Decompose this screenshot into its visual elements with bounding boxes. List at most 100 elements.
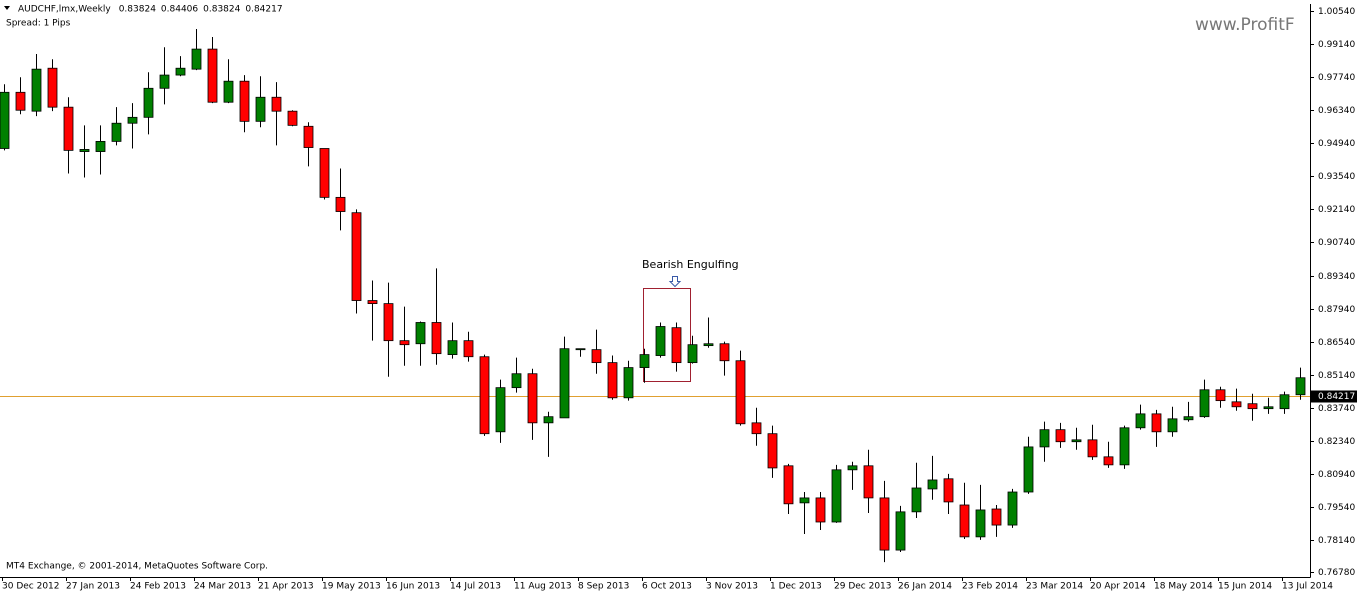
candle-body	[415, 322, 426, 345]
y-tick-label: 0.79540	[1318, 503, 1355, 513]
candle-body	[1183, 416, 1194, 421]
candle-body	[159, 74, 170, 89]
candle-body	[959, 504, 970, 538]
candle-body	[479, 356, 490, 435]
header-value: 0.83824	[203, 5, 240, 15]
price-label: 0.84217	[1318, 392, 1355, 402]
candle-body	[79, 149, 90, 152]
symbol: AUDCHF,lmx,Weekly	[18, 5, 111, 15]
candle-body	[463, 340, 474, 358]
candle-body	[1007, 491, 1018, 526]
candle-body	[1135, 413, 1146, 429]
y-tick-label: 0.80940	[1318, 470, 1355, 480]
candle-body	[975, 509, 986, 538]
candle-body	[1263, 406, 1274, 410]
candle-body	[703, 343, 714, 347]
x-tick-label: 21 Apr 2013	[258, 582, 314, 592]
candle-body	[239, 80, 250, 122]
header-value: 0.84406	[161, 5, 198, 15]
y-tick-label: 0.87940	[1318, 305, 1355, 315]
candle-body	[111, 122, 122, 142]
x-tick-label: 19 May 2013	[322, 582, 381, 592]
candle-body	[319, 148, 330, 198]
candle-body	[831, 469, 842, 523]
header-value: 0.83824	[119, 5, 156, 15]
candle-body	[1167, 418, 1178, 433]
candle-body	[927, 479, 938, 490]
x-tick-label: 23 Mar 2014	[1026, 582, 1083, 592]
x-tick-label: 23 Feb 2014	[962, 582, 1018, 592]
x-tick-label: 6 Oct 2013	[642, 582, 692, 592]
candle-body	[431, 322, 442, 355]
candle-body	[623, 367, 634, 399]
candle-body	[1087, 439, 1098, 458]
watermark: www.ProfitF	[1195, 15, 1295, 35]
candle-body	[255, 96, 266, 122]
x-tick-label: 3 Nov 2013	[706, 582, 758, 592]
y-tick-label: 0.85140	[1318, 371, 1355, 381]
candle-body	[399, 340, 410, 346]
candle-body	[911, 487, 922, 513]
candle-body	[1103, 456, 1114, 466]
candle-body	[1119, 427, 1130, 466]
candle-body	[655, 326, 666, 356]
y-tick-label: 0.93540	[1318, 172, 1355, 182]
candle-body	[991, 508, 1002, 526]
y-tick-label: 0.76780	[1318, 568, 1355, 578]
candle-body	[559, 348, 570, 419]
candle-body	[47, 67, 58, 108]
candle-body	[847, 465, 858, 471]
candle-body	[815, 497, 826, 523]
annotation: Bearish Engulfing	[642, 258, 739, 271]
candle-body	[751, 422, 762, 435]
candle-body	[495, 387, 506, 433]
x-tick-label: 29 Dec 2013	[834, 582, 892, 592]
x-tick-label: 24 Mar 2013	[194, 582, 251, 592]
candle-body	[143, 87, 154, 118]
x-tick-label: 27 Jan 2013	[66, 582, 120, 592]
candle-body	[191, 48, 202, 70]
x-tick-label: 18 May 2014	[1154, 582, 1213, 592]
candle-body	[31, 68, 42, 112]
candle-body	[1151, 413, 1162, 433]
candle-body	[271, 96, 282, 112]
spread: Spread: 1 Pips	[6, 19, 71, 29]
annotation-box	[643, 288, 691, 382]
candle-body	[671, 327, 682, 364]
candle-body	[1023, 446, 1034, 493]
candle-body	[1055, 429, 1066, 443]
y-tick-label: 0.83740	[1318, 404, 1355, 414]
y-tick-label: 0.78140	[1318, 536, 1355, 546]
candle-body	[351, 212, 362, 301]
header-value: 0.84217	[245, 5, 282, 15]
x-tick-label: 20 Apr 2014	[1090, 582, 1146, 592]
candle-body	[1279, 394, 1290, 410]
candle-body	[511, 373, 522, 389]
candle-body	[1295, 377, 1306, 396]
x-tick-label: 13 Jul 2014	[1282, 582, 1333, 592]
candle-body	[735, 360, 746, 425]
y-tick-label: 0.97740	[1318, 73, 1355, 83]
candle-body	[175, 67, 186, 76]
candle-body	[1071, 439, 1082, 443]
y-tick-label: 0.96340	[1318, 106, 1355, 116]
candle-body	[383, 303, 394, 342]
candle-body	[1039, 429, 1050, 448]
candle-body	[687, 344, 698, 364]
candle-body	[15, 91, 26, 111]
candle-body	[95, 141, 106, 152]
candle-body	[63, 106, 74, 151]
x-tick-label: 16 Jun 2013	[386, 582, 440, 592]
candle-body	[575, 348, 586, 351]
annotation-arrow	[668, 276, 682, 288]
x-tick-label: 11 Aug 2013	[514, 582, 572, 592]
candle-body	[1215, 389, 1226, 402]
y-tick-label: 0.94940	[1318, 139, 1355, 149]
footer: MT4 Exchange, © 2001-2014, MetaQuotes So…	[6, 562, 268, 572]
candle-body	[447, 340, 458, 355]
candle-body	[719, 343, 730, 362]
x-tick-label: 14 Jul 2013	[450, 582, 501, 592]
candle-body	[303, 125, 314, 148]
